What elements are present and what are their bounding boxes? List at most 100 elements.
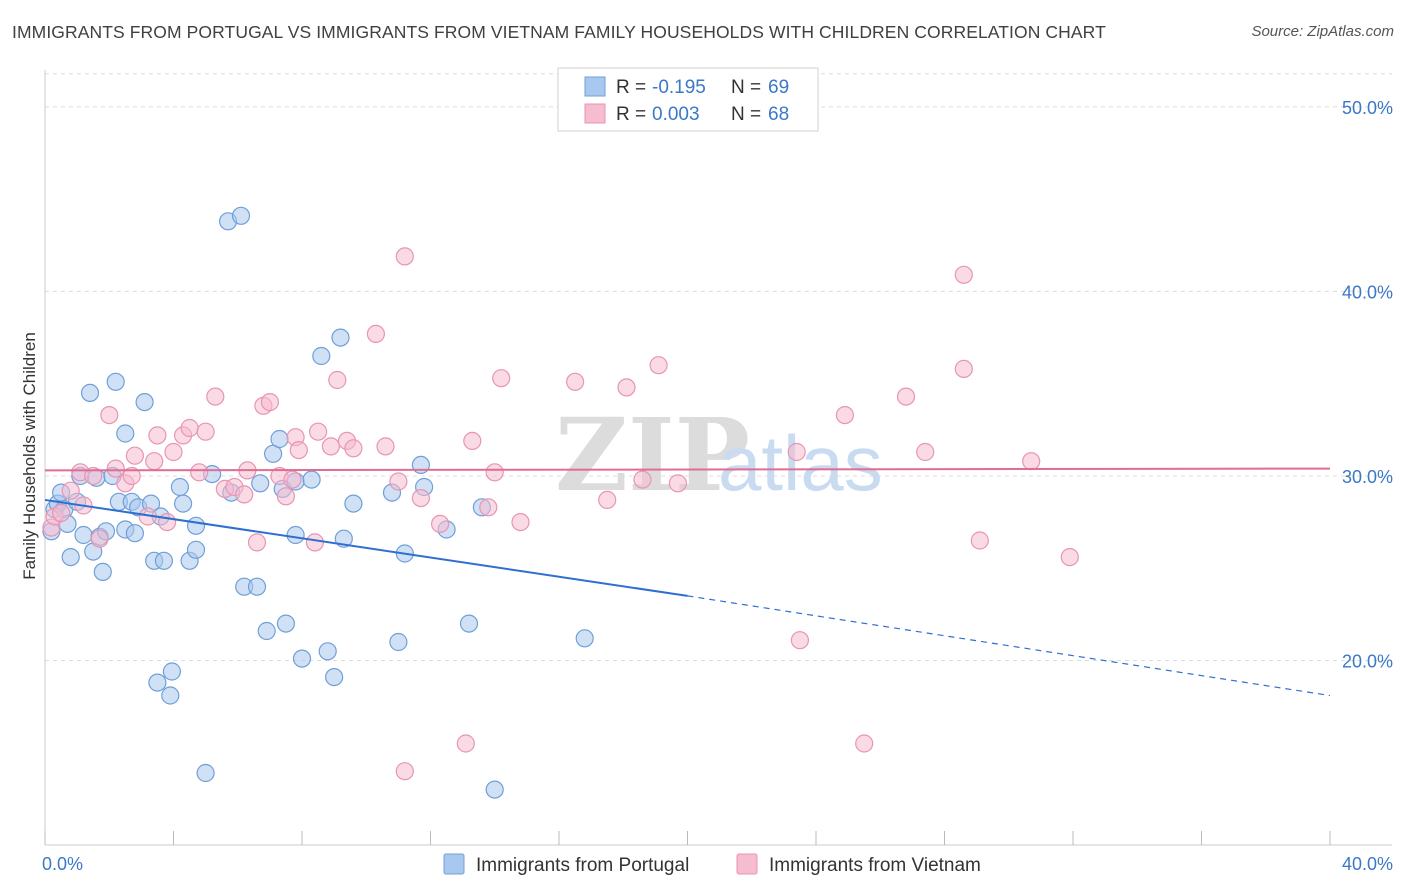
vietnam-point [395,247,414,266]
portugal-point [161,686,180,705]
bottom-legend-swatch-vietnam [736,853,758,875]
vietnam-point [431,514,450,534]
vietnam-point [366,324,385,343]
vietnam-point [395,762,414,781]
portugal-point [186,540,206,559]
portugal-point [154,551,173,570]
portugal-trend-line [44,498,688,597]
vietnam-point [456,734,475,753]
portugal-point [170,477,189,497]
legend-r-label-vietnam: R = [616,104,646,125]
trend-lines [44,467,1331,697]
vietnam-point [511,512,530,532]
vietnam-point [305,533,324,552]
vietnam-point [247,533,267,552]
vietnam-point [668,474,688,493]
portugal-point [389,632,408,652]
portugal-point [485,780,504,799]
vietnam-point [164,442,183,462]
y-axis-label: Family Households with Children [20,332,39,580]
legend-n-value-portugal: 69 [768,77,789,98]
vietnam-point [896,387,916,406]
portugal-point [286,525,305,545]
portugal-point [74,525,93,545]
portugal-point [459,614,479,633]
vietnam-point [787,442,806,462]
source-credit: Source: ZipAtlas.com [1251,23,1394,40]
watermark-atlas: atlas [718,419,883,507]
portugal-point [80,383,100,402]
portugal-point [186,516,206,535]
vietnam-point [970,531,989,550]
legend-swatch-portugal [584,76,606,97]
vietnam-point [479,498,498,517]
vietnam-point [790,631,810,650]
legend-n-label-vietnam: N = [731,104,761,125]
portugal-point [344,494,363,513]
y-tick-labels: 20.0% 30.0% 40.0% 50.0% [1342,98,1393,672]
portugal-point [231,206,251,225]
portugal-point [251,474,270,493]
portugal-point [247,577,267,596]
vietnam-point [328,370,347,390]
vietnam-point [125,446,144,465]
vietnam-point [289,441,308,460]
vietnam-point [276,487,295,506]
vietnam-point [344,439,363,458]
vietnam-point [158,512,177,532]
vietnam-point [389,472,408,491]
vietnam-point [145,452,164,471]
portugal-point [174,494,193,513]
portugal-point [116,424,135,443]
legend-n-label-portugal: N = [731,77,761,98]
legend-swatch-vietnam [584,103,606,124]
portugal-point [196,763,215,783]
vietnam-point [260,393,279,412]
portugal-point [325,667,344,687]
portugal-point [292,649,312,668]
vietnam-point [190,463,209,482]
vietnam-point [649,356,668,375]
vietnam-point [916,442,935,462]
vietnam-point [1022,452,1041,471]
portugal-point [276,614,295,633]
vietnam-points [42,247,1079,781]
vietnam-point [492,369,511,388]
vietnam-point [61,481,80,500]
portugal-point [106,372,125,391]
legend-box: R = -0.195 N = 69 R = 0.003 N = 68 [557,67,819,132]
watermark-zip: ZIP [555,396,750,514]
bottom-legend-vietnam: Immigrants from Vietnam [769,855,981,876]
vietnam-point [206,387,225,406]
vietnam-point [954,359,973,378]
vietnam-point [321,437,340,456]
vietnam-point [122,466,141,486]
vietnam-point [235,485,254,504]
vietnam-point [954,265,973,284]
vietnam-point [376,437,395,456]
vietnam-point [309,422,328,441]
x-tick-label: 40.0% [1342,854,1393,874]
vietnam-point [283,470,302,489]
vietnam-point [617,378,636,397]
legend-r-label-portugal: R = [616,77,646,98]
y-tick-label: 20.0% [1342,651,1393,671]
vietnam-point [106,459,125,478]
chart-title: IMMIGRANTS FROM PORTUGAL VS IMMIGRANTS F… [12,22,1106,42]
watermark: ZIP atlas [555,396,883,514]
portugal-point [148,673,167,692]
portugal-point [61,547,80,567]
portugal-point [331,328,350,347]
portugal-point [270,429,289,449]
portugal-point [93,562,112,582]
vietnam-point [633,470,652,489]
vietnam-point [90,529,109,548]
portugal-trend-extension [687,595,1331,697]
y-tick-label: 40.0% [1342,282,1393,302]
bottom-legend-portugal: Immigrants from Portugal [476,855,689,876]
portugal-point [162,662,181,681]
x-tick-labels: 0.0% 40.0% [42,854,1393,874]
y-tick-label: 50.0% [1342,98,1393,118]
vietnam-trend-line [44,467,1331,472]
